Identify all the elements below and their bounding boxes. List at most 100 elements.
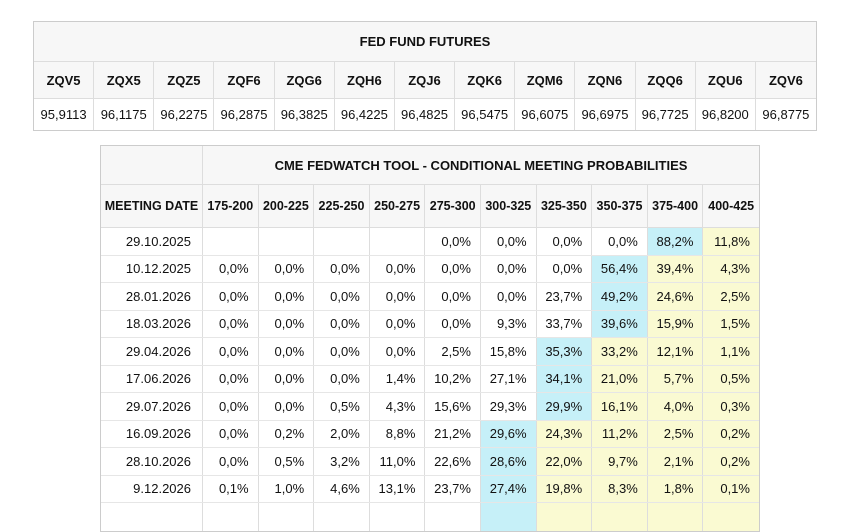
probability-cell: 21,0% [592,365,648,392]
fedwatch-corner-cell [101,146,203,184]
probability-cell: 0,0% [203,448,259,475]
probability-cell: 9,7% [592,448,648,475]
probability-cell: 0,0% [259,338,315,365]
probability-cell: 0,0% [425,255,481,282]
probability-cell [259,228,315,255]
rate-bin-header: 325-350 [537,185,593,227]
futures-price: 96,4825 [395,99,456,130]
futures-price: 95,9113 [34,99,95,130]
futures-contract-header: ZQU6 [696,62,756,98]
meeting-date: 29.04.2026 [101,338,203,365]
futures-price: 96,2275 [154,99,215,130]
probability-cell: 0,5% [259,448,315,475]
probability-cell: 9,3% [481,310,537,337]
probability-cell: 19,8% [536,475,593,502]
probability-cell: 33,7% [537,310,593,337]
futures-price: 96,2875 [214,99,275,130]
probability-cell: 33,2% [592,338,648,365]
fed-fund-futures-title: FED FUND FUTURES [34,22,816,62]
probability-cell [314,503,370,531]
probability-cell: 4,3% [370,393,426,420]
probability-cell: 13,1% [370,475,426,502]
probability-cell: 29,3% [481,393,537,420]
meeting-date [101,503,203,531]
futures-price: 96,7725 [636,99,696,130]
probability-cell: 0,0% [425,228,481,255]
fedwatch-body: 29.10.2025 0,0% 0,0% 0,0% 0,0% 88,2% 11,8% 10.1… [101,228,759,531]
probability-cell: 39,6% [592,310,648,337]
probability-cell: 35,3% [536,338,593,365]
futures-contract-header: ZQK6 [455,62,516,98]
probability-cell: 23,7% [537,283,593,310]
futures-contract-header: ZQX5 [94,62,155,98]
probability-cell [480,503,537,531]
futures-price: 96,6975 [575,99,636,130]
probability-cell: 0,0% [481,283,537,310]
probability-cell: 0,1% [703,475,759,502]
probability-cell: 0,0% [537,255,593,282]
futures-contract-header: ZQF6 [214,62,275,98]
fedwatch-row: 28.10.2026 0,0% 0,5% 3,2% 11,0% 22,6% 28,6% 22,… [101,448,759,476]
futures-price: 96,8200 [696,99,756,130]
probability-cell: 4,3% [703,255,759,282]
futures-price: 96,1175 [94,99,155,130]
probability-cell: 88,2% [647,228,704,255]
probability-cell: 8,3% [592,475,648,502]
probability-cell: 29,9% [536,393,593,420]
meeting-date: 10.12.2025 [101,255,203,282]
probability-cell: 0,0% [314,255,370,282]
fedwatch-header-row: MEETING DATE 175-200 200-225 225-250 250-275… [101,185,759,228]
futures-contract-header: ZQH6 [335,62,395,98]
meeting-date: 9.12.2026 [101,475,203,502]
probability-cell: 24,6% [647,283,704,310]
probability-cell: 2,5% [425,338,481,365]
fed-fund-futures-value-row: 95,9113 96,1175 96,2275 96,2875 96,3825 96,42… [34,99,816,130]
probability-cell: 21,2% [425,420,481,447]
probability-cell: 4,6% [314,475,370,502]
fedwatch-title-row: CME FEDWATCH TOOL - CONDITIONAL MEETING … [101,146,759,185]
rate-bin-header: 275-300 [425,185,481,227]
probability-cell: 0,0% [481,255,537,282]
probability-cell [314,228,370,255]
probability-cell: 11,0% [370,448,426,475]
probability-cell: 0,0% [203,283,259,310]
probability-cell: 28,6% [480,448,537,475]
probability-cell: 0,0% [203,338,259,365]
futures-price: 96,8775 [762,107,810,122]
probability-cell [259,503,315,531]
probability-cell: 0,5% [314,393,370,420]
probability-cell: 0,2% [703,420,759,447]
probability-cell [203,228,259,255]
probability-cell: 5,7% [647,365,704,392]
meeting-date: 28.01.2026 [101,283,203,310]
meeting-date: 16.09.2026 [101,420,203,447]
probability-cell: 0,0% [481,228,537,255]
probability-cell: 0,0% [314,310,370,337]
probability-cell [203,503,259,531]
probability-cell: 2,5% [703,283,759,310]
probability-cell: 22,6% [425,448,481,475]
fedwatch-row: 28.01.2026 0,0% 0,0% 0,0% 0,0% 0,0% 0,0% 23,7% 4… [101,283,759,311]
probability-cell: 10,2% [425,365,481,392]
probability-cell [370,228,426,255]
probability-cell [703,503,759,531]
probability-cell: 0,5% [703,365,759,392]
probability-cell [647,503,704,531]
probability-cell [370,503,426,531]
probability-cell: 0,0% [314,338,370,365]
probability-cell: 0,0% [537,228,593,255]
probability-cell: 16,1% [592,393,648,420]
probability-cell: 15,8% [481,338,537,365]
meeting-date-header: MEETING DATE [101,185,203,227]
probability-cell: 23,7% [425,475,481,502]
probability-cell: 0,0% [259,310,315,337]
probability-cell: 0,0% [203,365,259,392]
meeting-date: 29.07.2026 [101,393,203,420]
meeting-date: 28.10.2026 [101,448,203,475]
fed-fund-futures-header-row: ZQV5 ZQX5 ZQZ5 ZQF6 ZQG6 ZQH6 ZQJ6 ZQK6 ZQM6 ZQN6… [34,62,816,99]
probability-cell: 29,6% [480,420,537,447]
probability-cell: 56,4% [592,255,648,282]
probability-cell: 4,0% [647,393,704,420]
futures-price: 96,6075 [515,99,576,130]
fedwatch-row: 17.06.2026 0,0% 0,0% 0,0% 1,4% 10,2% 27,1% 34,1… [101,365,759,393]
